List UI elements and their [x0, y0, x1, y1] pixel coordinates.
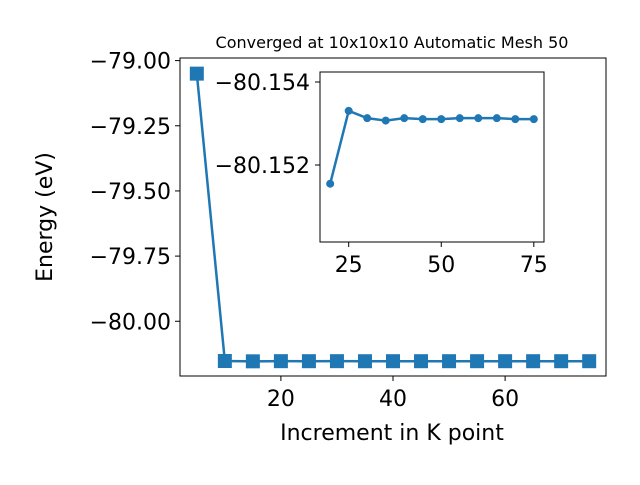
main-x-tick-label: 40 [379, 387, 407, 412]
inset-data-point [492, 114, 501, 123]
inset-data-point [326, 179, 335, 188]
main-data-point [554, 354, 569, 369]
main-data-point [217, 354, 232, 369]
inset-x-tick-label: 75 [520, 253, 548, 278]
inset-data-point [418, 115, 427, 124]
inset-data-point [455, 114, 464, 123]
main-x-ticks: 20 40 60 [267, 376, 519, 412]
inset-y-tick-label: −80.154 [215, 71, 310, 96]
main-data-point [301, 354, 316, 369]
main-data-point [357, 354, 372, 369]
main-data-point [582, 354, 597, 369]
main-y-tick-label: −79.50 [90, 180, 171, 205]
main-x-tick-label: 20 [267, 387, 295, 412]
inset-x-tick-label: 25 [335, 253, 363, 278]
inset-plot-frame [319, 71, 545, 243]
main-y-tick-label: −79.25 [90, 115, 171, 140]
main-y-tick-label: −79.00 [90, 50, 171, 75]
main-data-point [414, 354, 429, 369]
inset-series [326, 106, 538, 188]
main-data-point [498, 354, 513, 369]
main-data-point [470, 354, 485, 369]
inset-y-ticks: −80.154 −80.152 [215, 71, 320, 179]
inset-data-point [381, 116, 390, 125]
main-data-point [386, 354, 400, 369]
inset-data-point [344, 106, 353, 115]
x-axis-label: Increment in K point [280, 421, 504, 446]
inset-data-point [437, 115, 446, 124]
inset-data-point [511, 115, 520, 124]
chart-title: Converged at 10x10x10 Automatic Mesh 50 [216, 33, 569, 52]
main-data-point [245, 354, 260, 369]
main-data-point [442, 354, 457, 369]
main-y-ticks: −79.00 −79.25 −79.50 −79.75 −80.00 [90, 50, 180, 335]
inset-y-tick-label: −80.152 [215, 154, 310, 179]
inset-data-point [529, 115, 538, 124]
main-y-tick-label: −80.00 [90, 310, 171, 335]
main-series [189, 66, 597, 369]
inset-x-ticks: 25 50 75 [335, 242, 548, 278]
inset-x-tick-label: 50 [427, 253, 455, 278]
main-y-tick-label: −79.75 [90, 245, 171, 270]
inset-data-point [474, 114, 483, 123]
main-data-point [526, 354, 541, 369]
main-data-point [329, 354, 344, 369]
main-data-point [189, 66, 204, 81]
main-data-point [273, 354, 288, 369]
main-x-tick-label: 60 [491, 387, 519, 412]
inset-data-point [363, 114, 372, 123]
inset-data-point [400, 114, 409, 123]
y-axis-label: Energy (eV) [33, 152, 58, 282]
